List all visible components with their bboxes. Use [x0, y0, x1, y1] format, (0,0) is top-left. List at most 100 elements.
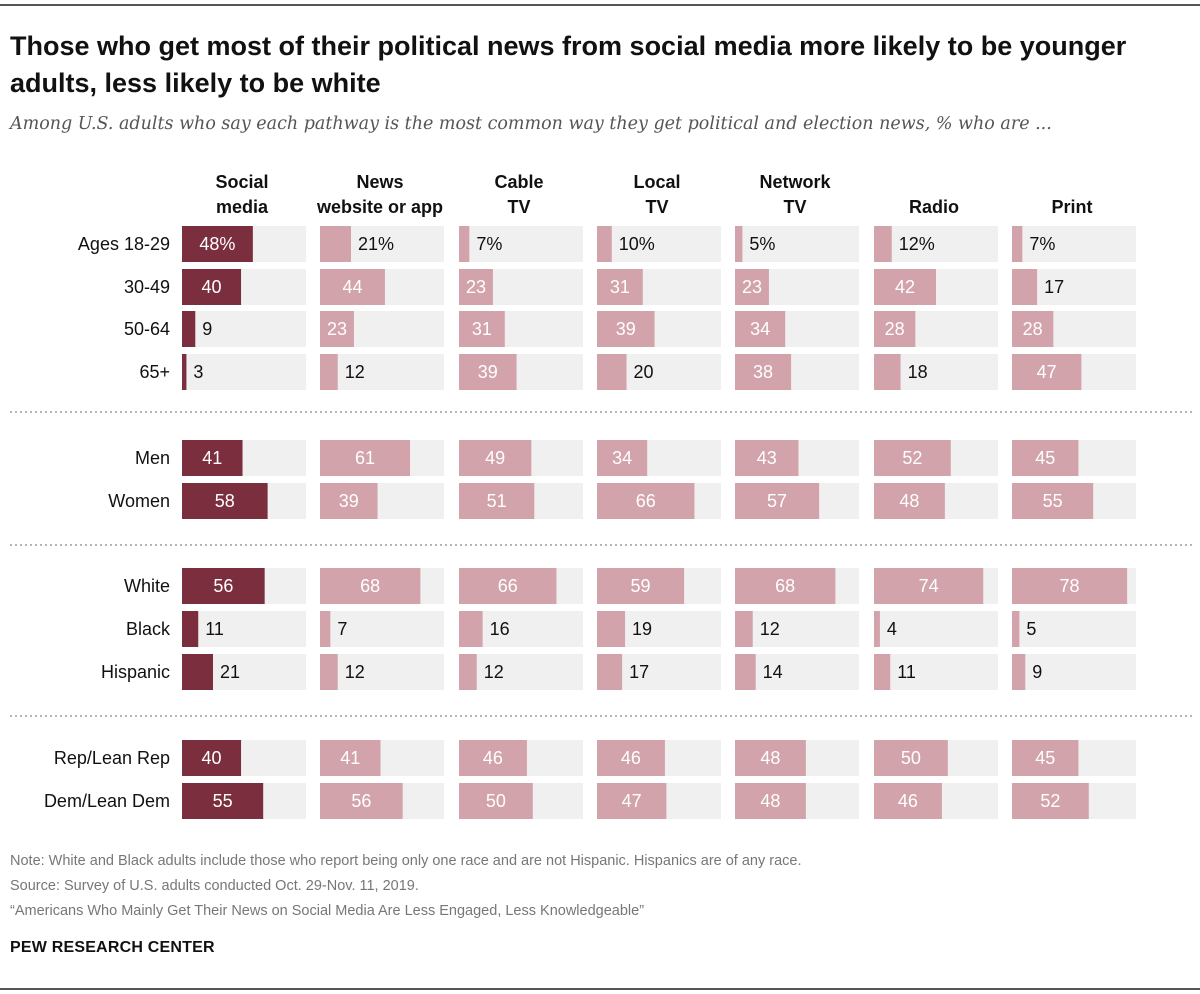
column-header-label: Social: [215, 172, 268, 192]
data-label: 12: [760, 619, 780, 639]
bar: [597, 311, 655, 347]
bar: [459, 269, 493, 305]
bar: [182, 568, 265, 604]
bar-track: [1012, 226, 1136, 262]
data-label: 55: [213, 791, 233, 811]
bar: [735, 311, 786, 347]
bar: [874, 654, 891, 690]
row-label: Dem/Lean Dem: [44, 791, 170, 811]
data-label: 12: [484, 662, 504, 682]
data-label: 78: [1060, 576, 1080, 596]
data-label: 7: [337, 619, 347, 639]
data-label: 7%: [476, 234, 502, 254]
row-label: Rep/Lean Rep: [54, 748, 170, 768]
column-header-label: TV: [507, 197, 530, 217]
data-label: 46: [898, 791, 918, 811]
bar-track: [874, 226, 998, 262]
bar: [597, 269, 643, 305]
bar-track: [874, 654, 998, 690]
data-label: 52: [902, 448, 922, 468]
data-label: 51: [487, 491, 507, 511]
data-label: 18: [908, 362, 928, 382]
data-label: 45: [1035, 448, 1055, 468]
bar: [874, 568, 984, 604]
column-header-label: Print: [1051, 197, 1092, 217]
bar-track: [320, 354, 444, 390]
bar: [874, 483, 945, 519]
data-label: 48: [760, 748, 780, 768]
bar: [597, 354, 627, 390]
source-text: Source: Survey of U.S. adults conducted …: [10, 878, 419, 894]
data-label: 4: [887, 619, 897, 639]
bar: [182, 740, 242, 776]
bar: [874, 226, 892, 262]
data-label: 12: [345, 662, 365, 682]
bar: [320, 440, 411, 476]
bar: [182, 269, 242, 305]
bar: [1012, 654, 1026, 690]
bar: [735, 783, 806, 819]
column-header-label: media: [216, 197, 269, 217]
column-header-label: Local: [633, 172, 680, 192]
bar-track: [597, 226, 721, 262]
data-label: 42: [895, 277, 915, 297]
bar-track: [735, 226, 859, 262]
bar: [1012, 483, 1094, 519]
data-label: 21: [220, 662, 240, 682]
bar: [597, 483, 695, 519]
data-label: 31: [472, 319, 492, 339]
bar: [320, 568, 421, 604]
bar: [735, 226, 743, 262]
bar: [182, 483, 268, 519]
data-label: 39: [478, 362, 498, 382]
data-label: 19: [632, 619, 652, 639]
data-label: 49: [485, 448, 505, 468]
bar-track: [182, 354, 306, 390]
bar: [597, 440, 648, 476]
bar-track: [320, 611, 444, 647]
data-label: 11: [897, 662, 916, 682]
row-label: Black: [126, 619, 171, 639]
data-label: 59: [631, 576, 651, 596]
data-label: 28: [885, 319, 905, 339]
bar: [1012, 740, 1079, 776]
data-label: 68: [360, 576, 380, 596]
bar-track: [1012, 611, 1136, 647]
data-label: 23: [742, 277, 762, 297]
bar-track: [182, 611, 306, 647]
bar: [182, 611, 199, 647]
data-label: 47: [1037, 362, 1057, 382]
data-label: 9: [202, 319, 212, 339]
data-label: 17: [629, 662, 649, 682]
bar-track: [459, 226, 583, 262]
bar: [182, 654, 213, 690]
data-label: 5%: [749, 234, 775, 254]
bar: [459, 783, 533, 819]
data-label: 50: [901, 748, 921, 768]
bar: [182, 354, 187, 390]
data-label: 38: [753, 362, 773, 382]
bar: [459, 654, 477, 690]
data-label: 23: [327, 319, 347, 339]
row-label: 65+: [139, 362, 170, 382]
column-header-label: Network: [759, 172, 831, 192]
bar: [320, 226, 351, 262]
bar: [597, 740, 665, 776]
bar: [459, 440, 532, 476]
column-header-label: TV: [783, 197, 806, 217]
bar-track: [874, 611, 998, 647]
data-label: 12: [345, 362, 365, 382]
bar: [874, 440, 951, 476]
row-label: White: [124, 576, 170, 596]
row-label: Ages 18-29: [78, 234, 170, 254]
bar: [874, 354, 901, 390]
data-label: 10%: [619, 234, 655, 254]
data-label: 46: [483, 748, 503, 768]
data-label: 45: [1035, 748, 1055, 768]
column-header-label: News: [356, 172, 403, 192]
data-label: 43: [757, 448, 777, 468]
bar: [182, 311, 196, 347]
data-label: 74: [919, 576, 939, 596]
data-label: 50: [486, 791, 506, 811]
data-label: 61: [355, 448, 375, 468]
